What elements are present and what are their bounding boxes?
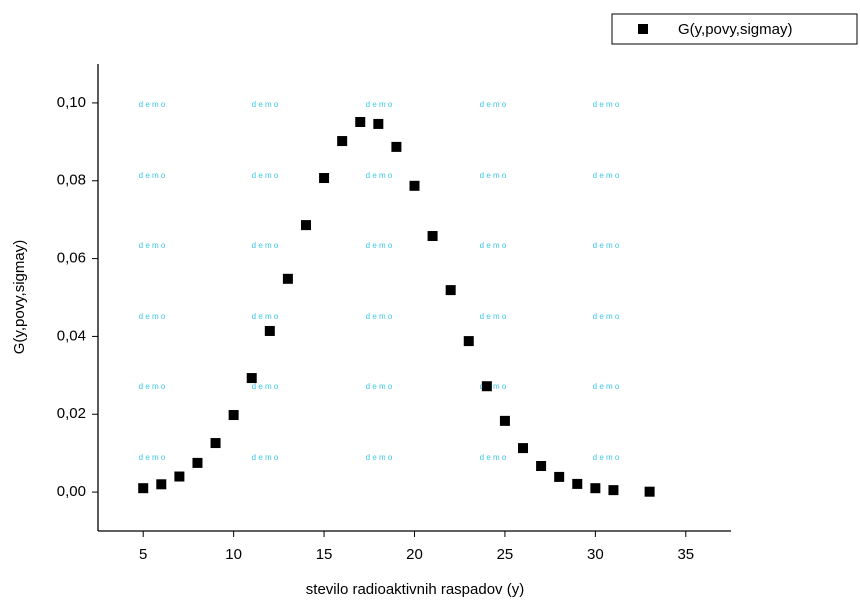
point (445, 285, 456, 296)
point (138, 483, 149, 494)
watermark: d e m o (139, 171, 166, 180)
watermark: d e m o (366, 312, 393, 321)
point (174, 471, 185, 482)
watermark: d e m o (139, 312, 166, 321)
y-axis-label: G(y,povy,sigmay) (11, 240, 28, 354)
watermark: d e m o (480, 241, 507, 250)
y-tick-label: 0,08 (57, 172, 86, 189)
x-axis-label: stevilo radioaktivnih raspadov (y) (306, 581, 524, 598)
point (391, 141, 402, 152)
y-tick-label: 0,00 (57, 483, 86, 500)
point (554, 471, 565, 482)
point (156, 479, 167, 490)
watermark: d e m o (480, 171, 507, 180)
point (481, 381, 492, 392)
point (355, 116, 366, 127)
x-tick-label: 10 (225, 546, 242, 563)
watermark: d e m o (480, 453, 507, 462)
legend-label: G(y,povy,sigmay) (678, 21, 792, 38)
watermark: d e m o (366, 241, 393, 250)
watermark: d e m o (366, 171, 393, 180)
point (427, 231, 438, 242)
watermark: d e m o (139, 100, 166, 109)
watermark: d e m o (366, 100, 393, 109)
point (300, 220, 311, 231)
x-tick-label: 35 (677, 546, 694, 563)
point (337, 136, 348, 147)
watermark: d e m o (252, 453, 279, 462)
watermark: d e m o (480, 382, 507, 391)
watermark: d e m o (366, 453, 393, 462)
x-tick-label: 20 (406, 546, 423, 563)
watermark: d e m o (480, 100, 507, 109)
watermark: d e m o (593, 453, 620, 462)
point (192, 457, 203, 468)
y-tick-label: 0,02 (57, 405, 86, 422)
watermark: d e m o (252, 171, 279, 180)
watermark: d e m o (252, 100, 279, 109)
point (590, 483, 601, 494)
x-tick-label: 25 (497, 546, 514, 563)
watermark: d e m o (480, 312, 507, 321)
point (319, 173, 330, 184)
point (536, 461, 547, 472)
point (246, 373, 257, 384)
point (608, 485, 619, 496)
watermark: d e m o (593, 171, 620, 180)
watermark: d e m o (366, 382, 393, 391)
point (409, 180, 420, 191)
watermark: d e m o (252, 382, 279, 391)
x-tick-label: 5 (139, 546, 147, 563)
point (572, 478, 583, 489)
watermark: d e m o (252, 241, 279, 250)
watermark: d e m o (139, 241, 166, 250)
point (210, 438, 221, 449)
point (282, 273, 293, 284)
point (264, 325, 275, 336)
watermark: d e m o (593, 241, 620, 250)
point (518, 443, 529, 454)
watermark: d e m o (139, 382, 166, 391)
y-tick-label: 0,10 (57, 94, 86, 111)
watermark: d e m o (593, 382, 620, 391)
point (644, 486, 655, 497)
point (499, 415, 510, 426)
watermark: d e m o (593, 312, 620, 321)
watermark: d e m o (139, 453, 166, 462)
legend-box (611, 13, 858, 45)
point (228, 410, 239, 421)
y-tick-label: 0,06 (57, 250, 86, 267)
point (373, 118, 384, 129)
x-tick-label: 15 (316, 546, 333, 563)
y-tick-label: 0,04 (57, 327, 86, 344)
watermark: d e m o (252, 312, 279, 321)
x-tick-label: 30 (587, 546, 604, 563)
legend-marker (638, 24, 648, 34)
watermark: d e m o (593, 100, 620, 109)
point (463, 336, 474, 347)
